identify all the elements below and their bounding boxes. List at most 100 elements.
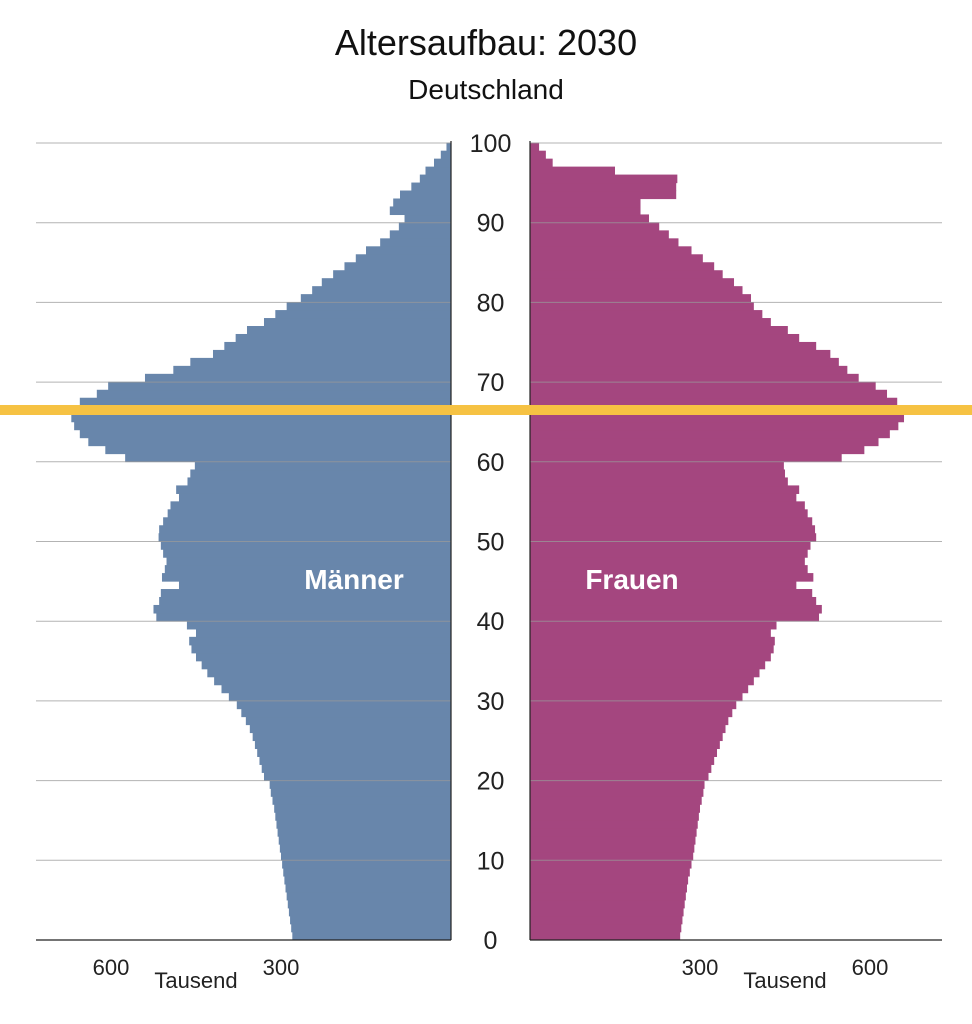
men-bar-age-22 — [259, 756, 451, 765]
men-bar-age-64 — [74, 421, 451, 431]
men-bar-age-16 — [274, 804, 451, 813]
women-bar-age-23 — [530, 748, 718, 757]
men-bar-age-85 — [355, 254, 451, 263]
men-bar-age-31 — [221, 684, 451, 694]
women-bar-age-58 — [530, 469, 786, 479]
women-bar-age-71 — [530, 365, 848, 375]
women-bar-age-24 — [530, 740, 720, 750]
women-bar-age-9 — [530, 860, 692, 869]
men-bar-age-20 — [263, 772, 451, 781]
women-bar-age-33 — [530, 668, 760, 678]
women-bar-age-86 — [530, 246, 692, 255]
men-bar-age-21 — [261, 764, 451, 773]
women-bar-age-93 — [530, 190, 677, 200]
women-bar-age-17 — [530, 796, 702, 805]
women-bar-age-62 — [530, 437, 879, 447]
women-bar-age-31 — [530, 684, 749, 694]
men-bar-age-26 — [249, 724, 451, 734]
men-bar-age-35 — [195, 652, 451, 662]
women-bar-age-42 — [530, 596, 817, 606]
women-bar-age-81 — [530, 286, 743, 295]
women-bar-age-10 — [530, 852, 694, 861]
men-bar-age-65 — [71, 413, 451, 423]
women-bar-age-13 — [530, 828, 697, 837]
women-bar-age-8 — [530, 867, 690, 877]
men-bar-age-87 — [380, 238, 451, 247]
men-bar-age-92 — [393, 198, 451, 208]
men-bar-age-1 — [291, 923, 451, 933]
women-bar-age-80 — [530, 294, 752, 303]
women-bar-age-22 — [530, 756, 715, 765]
women-bar-age-2 — [530, 915, 683, 925]
women-bar-age-59 — [530, 461, 784, 471]
women-bar-age-7 — [530, 875, 689, 885]
men-bar-age-73 — [212, 349, 451, 359]
men-bar-age-98 — [440, 150, 451, 160]
men-bar-age-29 — [236, 700, 451, 710]
age-tick-10: 10 — [477, 847, 505, 875]
men-bar-age-39 — [186, 620, 452, 630]
men-bar-age-99 — [446, 142, 451, 152]
men-bar-age-52 — [163, 517, 451, 526]
men-bar-age-62 — [88, 437, 451, 447]
men-bar-age-61 — [105, 445, 451, 455]
women-bar-age-50 — [530, 533, 817, 542]
men-bar-age-14 — [276, 820, 451, 829]
men-bar-age-34 — [201, 660, 451, 670]
women-bar-age-52 — [530, 517, 813, 526]
men-bar-age-72 — [190, 357, 451, 367]
women-bar-age-68 — [530, 389, 888, 399]
men-bars — [71, 142, 452, 941]
chart-subtitle: Deutschland — [408, 74, 564, 105]
men-bar-age-55 — [178, 493, 452, 502]
men-bar-age-50 — [158, 533, 451, 542]
men-unit-label: Tausend — [154, 968, 237, 993]
women-bar-age-46 — [530, 565, 808, 574]
men-bar-age-12 — [278, 836, 451, 845]
men-bar-age-11 — [279, 844, 451, 853]
women-bar-age-69 — [530, 381, 876, 391]
gridlines — [36, 142, 942, 861]
women-bar-age-45 — [530, 573, 814, 582]
men-bar-age-24 — [254, 740, 451, 750]
women-x-tick-300: 300 — [682, 955, 719, 980]
men-bar-age-63 — [79, 429, 451, 439]
axes — [36, 141, 942, 941]
men-bar-age-48 — [163, 549, 451, 558]
women-bar-age-75 — [530, 333, 800, 343]
women-bar-age-47 — [530, 557, 805, 566]
women-bar-age-74 — [530, 341, 817, 351]
men-bar-age-78 — [275, 310, 451, 319]
age-tick-40: 40 — [477, 608, 505, 636]
age-tick-70: 70 — [477, 369, 505, 397]
women-bar-age-29 — [530, 700, 737, 710]
highlight-line — [0, 404, 972, 415]
women-bar-age-89 — [530, 222, 660, 231]
women-bar-age-70 — [530, 373, 859, 383]
women-bar-age-99 — [530, 142, 540, 152]
women-bar-age-20 — [530, 772, 709, 781]
women-bar-age-4 — [530, 899, 685, 909]
women-bar-age-1 — [530, 923, 682, 933]
men-bar-age-28 — [241, 708, 451, 718]
men-bar-age-10 — [280, 852, 451, 861]
men-bar-age-23 — [257, 748, 451, 757]
men-bar-age-3 — [288, 907, 451, 917]
men-bar-age-97 — [434, 158, 451, 168]
men-x-tick-600: 600 — [93, 955, 130, 980]
men-bar-age-94 — [411, 182, 451, 192]
men-bar-age-32 — [214, 676, 451, 686]
men-bar-age-76 — [246, 326, 451, 335]
men-bar-age-88 — [389, 230, 451, 239]
women-bar-age-96 — [530, 166, 615, 176]
women-bar-age-35 — [530, 652, 771, 662]
men-bar-age-71 — [173, 365, 451, 375]
men-bar-age-58 — [190, 469, 451, 479]
age-tick-30: 30 — [477, 688, 505, 716]
men-bar-age-56 — [176, 485, 451, 494]
women-bar-age-87 — [530, 238, 679, 247]
men-bar-age-90 — [404, 214, 451, 223]
men-bar-age-70 — [144, 373, 452, 383]
women-bar-age-79 — [530, 302, 754, 311]
women-bar-age-55 — [530, 493, 797, 502]
